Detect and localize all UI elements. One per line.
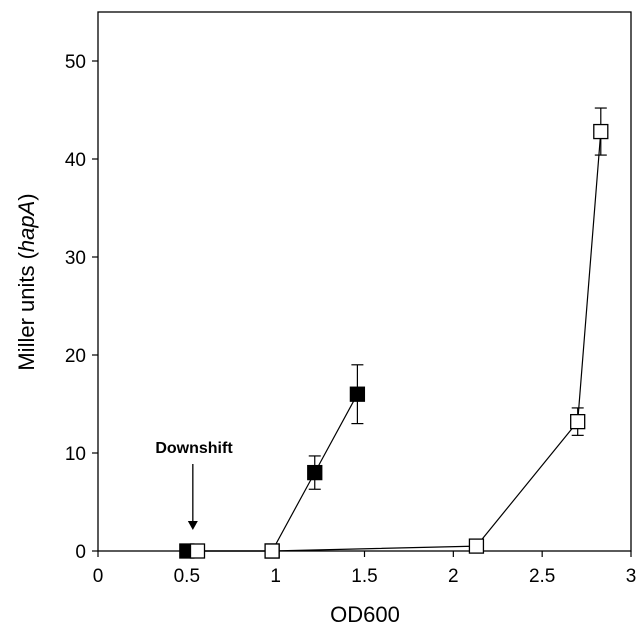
data-markers [179, 123, 609, 559]
data-point-open [264, 543, 280, 559]
y-tick-label: 40 [65, 150, 86, 171]
data-point-open [468, 538, 485, 554]
y-tick-label: 10 [65, 444, 86, 465]
downshift-arrow-head [187, 521, 198, 530]
data-point-open [570, 413, 586, 430]
y-tick-label: 30 [65, 248, 86, 269]
axes [97, 11, 632, 552]
data-point-open [593, 123, 609, 140]
y-tick-label: 20 [65, 346, 86, 367]
x-ticks: 0 0.5 1 1.5 2 2.5 3 [93, 551, 636, 587]
y-tick-label: 0 [75, 542, 86, 563]
series-2-line [197, 131, 602, 552]
x-axis-label: OD600 [330, 602, 400, 627]
x-tick-label: 2 [448, 566, 459, 587]
data-point-open [189, 543, 206, 559]
data-point-filled [349, 386, 366, 402]
y-axis-label-italic: hapA [14, 201, 39, 252]
annotation: Downshift [155, 440, 233, 530]
x-tick-label: 1 [270, 566, 281, 587]
downshift-label: Downshift [155, 440, 233, 457]
x-tick-label: 2.5 [529, 566, 555, 587]
series-lines [186, 131, 602, 552]
error-bars [308, 107, 607, 490]
series-1-line [186, 393, 358, 552]
y-axis-label-prefix: Miller units ( [14, 251, 39, 370]
x-tick-label: 1.5 [351, 566, 377, 587]
x-tick-label: 0.5 [174, 566, 200, 587]
y-ticks: 0 10 20 30 40 50 [65, 52, 98, 563]
y-axis-label-suffix: ) [14, 193, 39, 200]
x-tick-label: 0 [93, 566, 104, 587]
x-tick-label: 3 [626, 566, 636, 587]
data-point-filled [307, 464, 323, 481]
plot-frame [97, 11, 632, 552]
y-tick-label: 50 [65, 52, 86, 73]
y-axis-label: Miller units (hapA) [14, 193, 39, 370]
